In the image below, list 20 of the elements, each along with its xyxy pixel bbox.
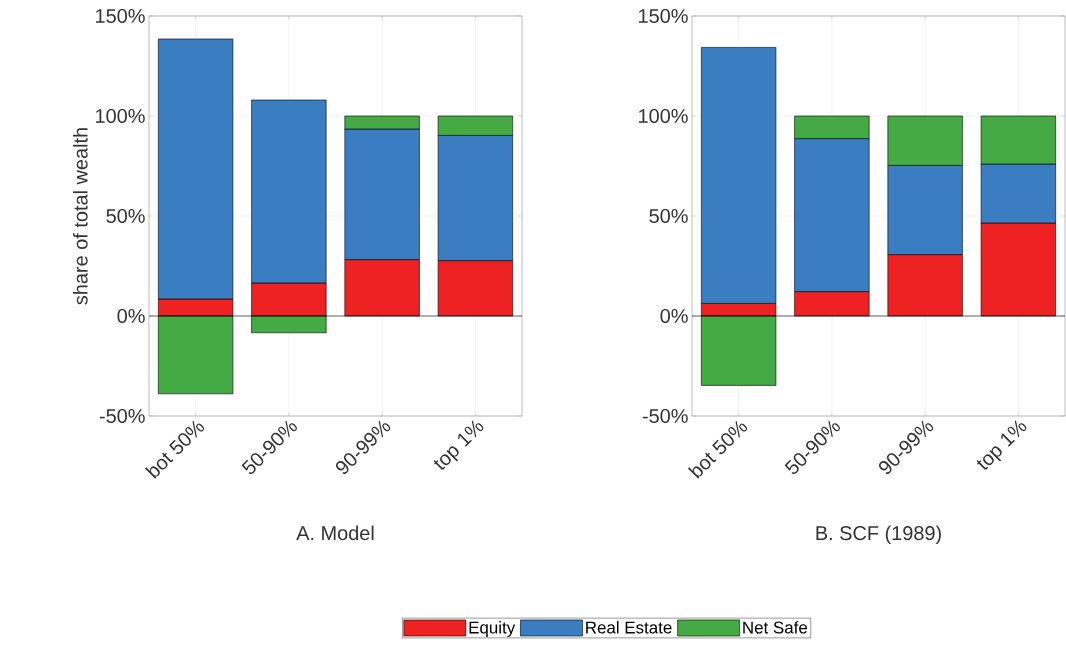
y-tick-label: 100%: [96, 108, 145, 124]
y-tick-label: 50%: [649, 208, 688, 224]
legend-label: Equity: [469, 621, 516, 637]
y-tick-label: 100%: [639, 108, 688, 124]
legend-label: Net Safe: [743, 621, 808, 634]
y-axis-title: share of total wealth: [73, 128, 88, 305]
y-tick-label: -50%: [642, 408, 688, 424]
text: A. Model: [296, 525, 374, 541]
text: B. SCF (1989): [816, 525, 941, 545]
y-tick-label: 50%: [106, 208, 145, 224]
legend-label: Real Estate: [586, 621, 672, 634]
x-tick-label: top 1%: [976, 420, 1027, 470]
y-tick-label: 0%: [117, 308, 145, 324]
y-tick-label: 0%: [660, 308, 688, 324]
x-tick-label: top 1%: [433, 420, 484, 470]
y-tick-label: 150%: [639, 8, 688, 24]
y-tick-label: -50%: [99, 408, 145, 424]
x-tick-label: bot 50%: [687, 420, 748, 479]
y-tick-label: 150%: [96, 8, 145, 24]
x-tick-label: bot 50%: [144, 420, 205, 479]
